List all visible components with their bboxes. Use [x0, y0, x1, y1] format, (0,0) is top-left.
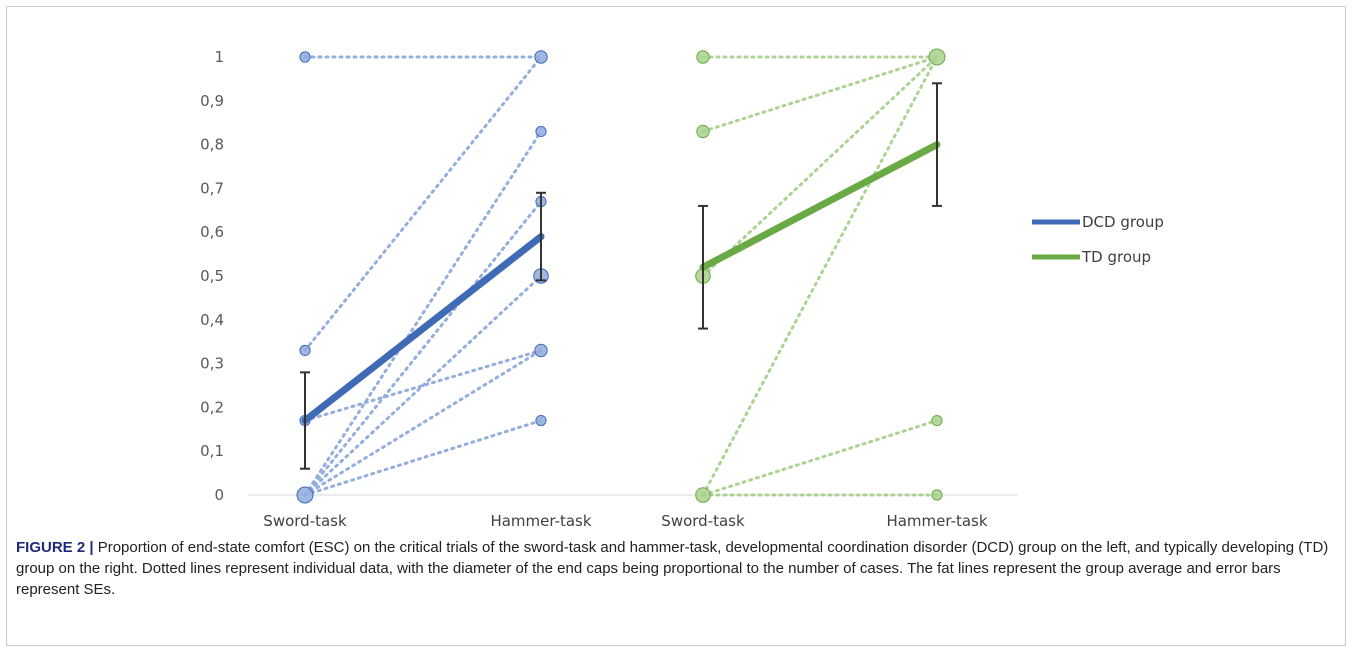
individual-line [303, 419, 543, 497]
group-mean-line [301, 233, 545, 425]
x-tick-label: Hammer-task [490, 512, 591, 530]
end-cap-marker [535, 414, 547, 427]
end-cap-marker [535, 125, 547, 138]
end-cap-marker [299, 51, 311, 63]
x-tick-label: Sword-task [661, 512, 745, 530]
y-tick-label: 0,4 [200, 311, 224, 329]
individual-line [303, 129, 543, 497]
individual-line [701, 419, 939, 497]
individual-line [303, 274, 543, 497]
y-tick-label: 0,7 [200, 179, 224, 197]
y-tick-label: 0,9 [200, 92, 224, 110]
legend-label: DCD group [1082, 213, 1164, 231]
y-tick-label: 0,3 [200, 355, 224, 373]
end-cap-marker [931, 489, 943, 501]
x-tick-label: Hammer-task [886, 512, 987, 530]
figure-label: FIGURE 2 | [16, 539, 94, 556]
figure-frame [6, 6, 1346, 646]
legend-label: TD group [1081, 248, 1151, 266]
y-tick-label: 0,1 [200, 442, 224, 460]
chart-svg: 0 0,1 0,2 0,3 0,4 0,5 0,6 0,7 0,8 0,9 1 Sword-task H… [200, 48, 1164, 530]
y-tick-label: 1 [214, 48, 224, 66]
individual-line [303, 200, 543, 497]
individual-line [701, 55, 939, 497]
end-cap-marker [695, 487, 711, 503]
y-tick-label: 0,6 [200, 223, 224, 241]
end-cap-marker [928, 48, 946, 66]
y-tick-label: 0,2 [200, 398, 224, 416]
end-cap-marker [299, 344, 311, 357]
end-cap-marker [296, 486, 314, 504]
individual-line [701, 55, 939, 133]
end-cap-marker [534, 50, 548, 64]
individual-line [701, 55, 939, 278]
figure-caption-text: Proportion of end-state comfort (ESC) on… [16, 539, 1329, 598]
individual-line [303, 348, 543, 423]
y-tick-label: 0 [214, 486, 224, 504]
individual-line [303, 55, 543, 352]
x-tick-label: Sword-task [263, 512, 347, 530]
y-tick-label: 0,8 [200, 136, 224, 154]
figure-caption: FIGURE 2 | Proportion of end-state comfo… [16, 537, 1334, 600]
individual-line [303, 348, 543, 497]
end-cap-marker [534, 343, 548, 358]
y-tick-label: 0,5 [200, 267, 224, 285]
end-cap-marker [696, 124, 710, 139]
end-cap-marker [696, 50, 710, 64]
group-mean-line [699, 141, 941, 271]
end-cap-marker [931, 414, 943, 427]
